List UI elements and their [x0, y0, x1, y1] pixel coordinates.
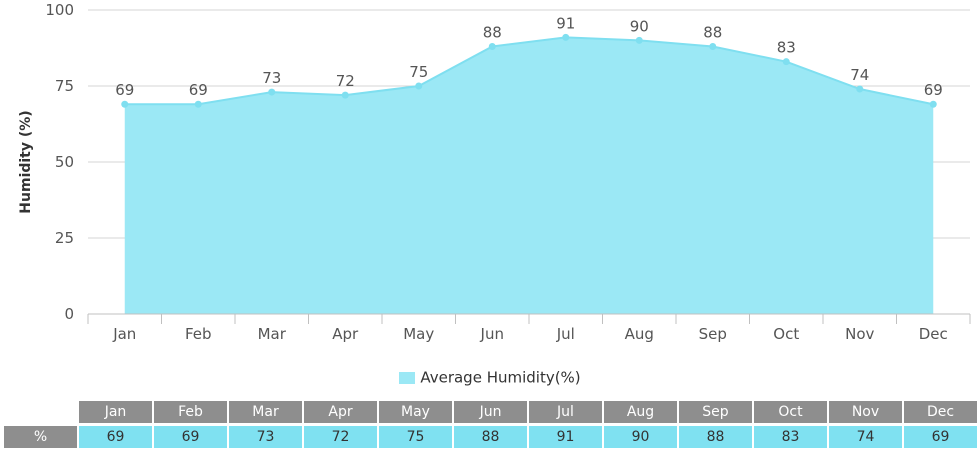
table-header-jan: Jan [79, 401, 152, 423]
y-tick-label: 25 [55, 229, 74, 247]
y-tick-label: 75 [55, 77, 74, 95]
data-label: 72 [336, 72, 355, 90]
data-label: 74 [850, 66, 869, 84]
x-tick-label: Feb [185, 325, 212, 343]
table-header-mar: Mar [229, 401, 302, 423]
humidity-chart: 0 25 50 75 100 Humidity (%) 69 Jan 69 Feb 73 Mar 72 A… [18, 1, 971, 343]
table-header-dec: Dec [904, 401, 977, 423]
y-axis-label: Humidity (%) [18, 110, 34, 213]
table-header-jul: Jul [529, 401, 602, 423]
table-value-mar: 73 [229, 423, 302, 448]
data-label: 75 [409, 63, 428, 81]
table-value-aug: 90 [604, 423, 677, 448]
table-header-sep: Sep [679, 401, 752, 423]
table-header-nov: Nov [829, 401, 902, 423]
data-label: 69 [189, 81, 208, 99]
x-tick-label: Dec [919, 325, 948, 343]
data-point [488, 42, 496, 50]
table-header-jun: Jun [454, 401, 527, 423]
table-value-apr: 72 [304, 423, 377, 448]
data-point [341, 91, 349, 99]
data-point [562, 33, 570, 41]
data-label: 90 [630, 17, 649, 35]
data-point [121, 100, 129, 108]
chart-area: 0 25 50 75 100 Humidity (%) 69 Jan 69 Feb 73 Mar 72 A… [18, 1, 971, 343]
data-point [709, 42, 717, 50]
data-point [782, 58, 790, 66]
data-label: 88 [483, 23, 502, 41]
x-tick-label: Nov [845, 325, 874, 343]
table-value-nov: 74 [829, 423, 902, 448]
table-header-feb: Feb [154, 401, 227, 423]
table-value-feb: 69 [154, 423, 227, 448]
table-header-row: Jan Feb Mar Apr May Jun Jul Aug Sep Oct Nov Dec [4, 401, 977, 423]
data-point [415, 82, 423, 90]
data-label: 73 [262, 69, 281, 87]
x-tick-label: Sep [699, 325, 727, 343]
table-header-aug: Aug [604, 401, 677, 423]
data-label: 69 [115, 81, 134, 99]
table-row-label: % [4, 423, 77, 448]
area-fill [124, 37, 934, 315]
data-label: 91 [556, 14, 575, 32]
y-tick-label: 50 [55, 153, 74, 171]
table-value-jun: 88 [454, 423, 527, 448]
y-tick-label: 0 [64, 305, 74, 323]
table-value-may: 75 [379, 423, 452, 448]
table-header-apr: Apr [304, 401, 377, 423]
table-corner [4, 401, 77, 423]
data-point [856, 85, 864, 93]
x-tick-label: Mar [258, 325, 287, 343]
data-point [635, 36, 643, 44]
data-point [194, 100, 202, 108]
legend[interactable]: Average Humidity(%) [0, 368, 980, 387]
x-tick-label: Apr [332, 325, 359, 343]
table-value-oct: 83 [754, 423, 827, 448]
table-value-jul: 91 [529, 423, 602, 448]
table-header-may: May [379, 401, 452, 423]
series-line [124, 36, 934, 106]
data-label: 83 [777, 39, 796, 57]
y-tick-label: 100 [45, 1, 74, 19]
table-header-oct: Oct [754, 401, 827, 423]
table-value-sep: 88 [679, 423, 752, 448]
legend-swatch [399, 371, 416, 384]
table-value-dec: 69 [904, 423, 977, 448]
x-tick-label: Jan [112, 325, 136, 343]
data-point [929, 100, 937, 108]
x-tick-label: Oct [773, 325, 799, 343]
x-tick-label: Jun [480, 325, 504, 343]
data-label: 88 [703, 23, 722, 41]
table-value-row: % 69 69 73 72 75 88 91 90 88 83 74 69 [4, 423, 977, 448]
data-point [268, 88, 276, 96]
x-tick-label: Jul [556, 325, 575, 343]
legend-label: Average Humidity(%) [420, 368, 581, 387]
x-tick-label: May [403, 325, 434, 343]
table-value-jan: 69 [79, 423, 152, 448]
data-table: Jan Feb Mar Apr May Jun Jul Aug Sep Oct Nov Dec % 6… [2, 401, 979, 448]
data-label: 69 [924, 81, 943, 99]
x-tick-label: Aug [625, 325, 654, 343]
